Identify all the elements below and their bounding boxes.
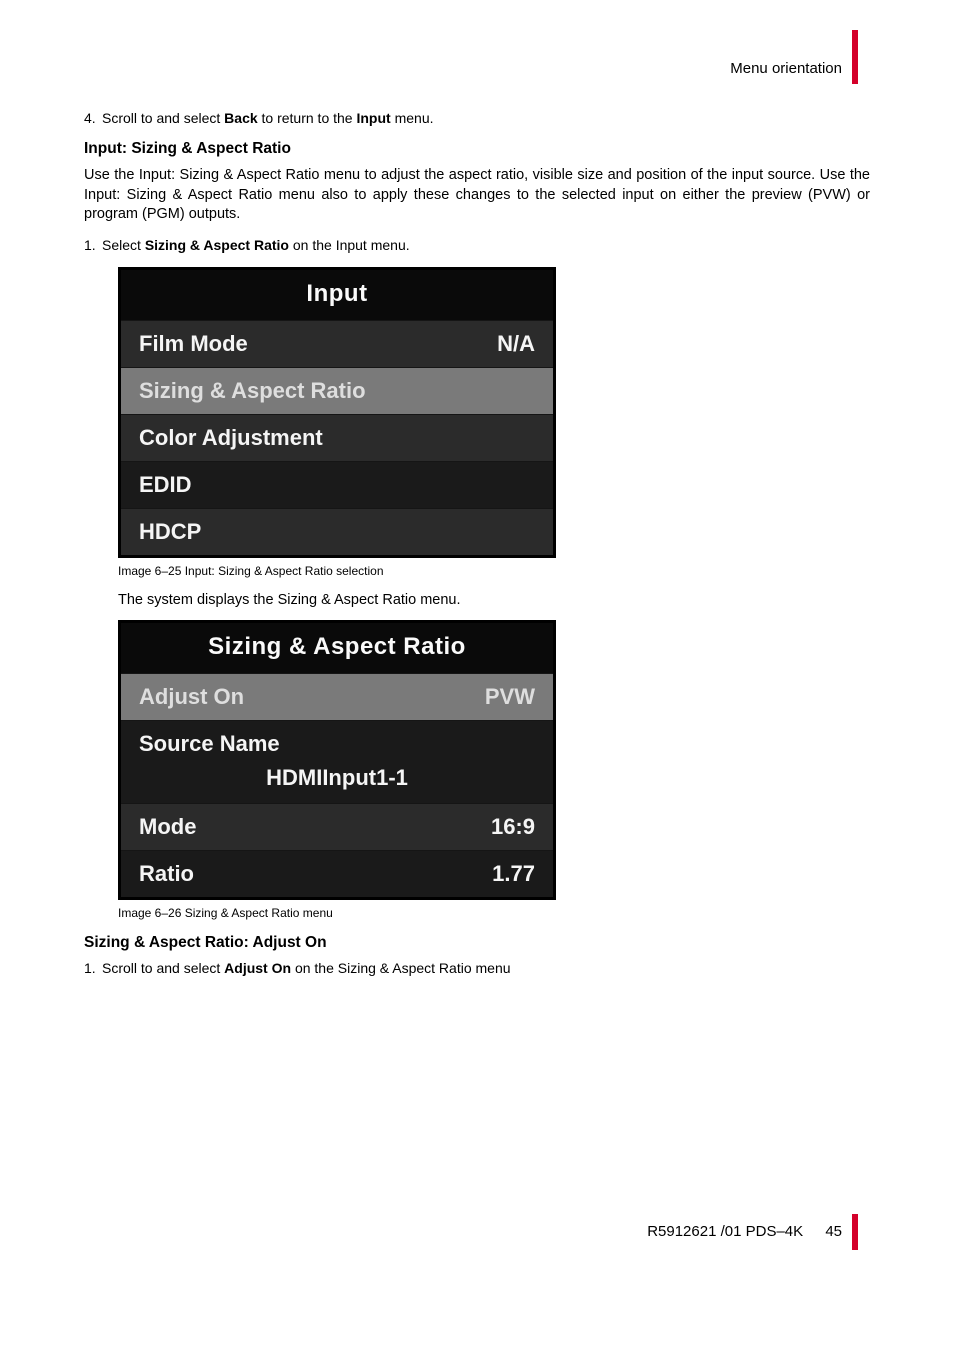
menu-row-adjust-on[interactable]: Adjust On PVW [121,673,553,720]
text: on the Sizing & Aspect Ratio menu [291,960,510,976]
content: 4.Scroll to and select Back to return to… [84,110,870,990]
page: Menu orientation 4.Scroll to and select … [0,0,954,1350]
menu-row-film-mode[interactable]: Film Mode N/A [121,320,553,367]
footer-doc: R5912621 /01 PDS–4K [647,1223,803,1240]
bold: Sizing & Aspect Ratio [145,237,289,253]
text: menu. [391,110,434,126]
accent-bar-bottom [852,1214,858,1250]
text: Select [102,237,145,253]
menu-title: Input [121,270,553,320]
menu-input: Input Film Mode N/A Sizing & Aspect Rati… [118,267,556,558]
menu-row-label: Color Adjustment [139,425,323,451]
paragraph: Use the Input: Sizing & Aspect Ratio men… [84,166,870,225]
menu-row-value: PVW [485,684,535,710]
menu-title: Sizing & Aspect Ratio [121,623,553,673]
menu-row-ratio[interactable]: Ratio 1.77 [121,850,553,897]
menu-row-source-name-value: HDMIInput1-1 [121,759,553,803]
menu-row-label: Ratio [139,861,194,887]
menu-row-label: Film Mode [139,331,248,357]
bold: Input [356,110,390,126]
footer-page: 45 [825,1223,842,1240]
menu-sizing-aspect: Sizing & Aspect Ratio Adjust On PVW Sour… [118,620,556,900]
menu-row-source-name[interactable]: Source Name [121,720,553,759]
menu-row-label: EDID [139,472,192,498]
bold: Back [224,110,257,126]
list-number: 4. [84,110,102,126]
menu-row-label: Adjust On [139,684,244,710]
step-1b: 1.Scroll to and select Adjust On on the … [84,960,870,976]
step-4: 4.Scroll to and select Back to return to… [84,110,870,126]
text: Scroll to and select [102,960,224,976]
text: Scroll to and select [102,110,224,126]
menu-row-value: N/A [497,331,535,357]
menu-row-label: HDCP [139,519,201,545]
menu-row-label: Sizing & Aspect Ratio [139,378,366,404]
menu-row-edid[interactable]: EDID [121,461,553,508]
menu-row-color-adjustment[interactable]: Color Adjustment [121,414,553,461]
heading-adjust-on: Sizing & Aspect Ratio: Adjust On [84,934,870,952]
menu-row-sizing-aspect[interactable]: Sizing & Aspect Ratio [121,367,553,414]
list-number: 1. [84,237,102,253]
image-caption-2: Image 6–26 Sizing & Aspect Ratio menu [118,906,870,920]
menu-row-value: 1.77 [492,861,535,887]
menu-row-label: Mode [139,814,196,840]
step-1a: 1.Select Sizing & Aspect Ratio on the In… [84,237,870,253]
menu-row-hdcp[interactable]: HDCP [121,508,553,555]
menu-row-mode[interactable]: Mode 16:9 [121,803,553,850]
text: on the Input menu. [289,237,410,253]
accent-bar-top [852,30,858,84]
menu-row-label: Source Name [139,731,280,757]
text: to return to the [258,110,357,126]
header-section: Menu orientation [730,60,842,77]
list-number: 1. [84,960,102,976]
paragraph: The system displays the Sizing & Aspect … [118,592,870,608]
heading-input-sizing: Input: Sizing & Aspect Ratio [84,140,870,158]
bold: Adjust On [224,960,291,976]
image-caption-1: Image 6–25 Input: Sizing & Aspect Ratio … [118,564,870,578]
menu-row-value: 16:9 [491,814,535,840]
footer: R5912621 /01 PDS–4K 45 [647,1223,842,1240]
